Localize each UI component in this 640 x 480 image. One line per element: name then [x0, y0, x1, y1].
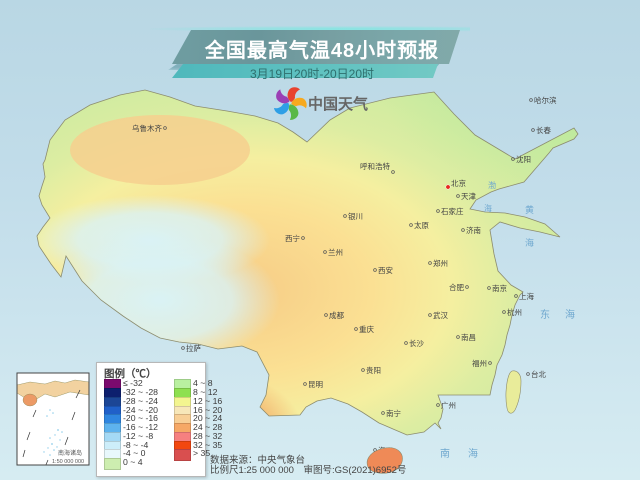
svg-text:南海诸岛: 南海诸岛	[58, 449, 82, 457]
svg-text:南京: 南京	[492, 283, 507, 293]
svg-text:重庆: 重庆	[359, 324, 374, 334]
svg-text:贵阳: 贵阳	[366, 365, 381, 375]
svg-text:南昌: 南昌	[461, 332, 476, 342]
svg-text:天津: 天津	[461, 192, 476, 201]
svg-text:海: 海	[468, 447, 478, 460]
svg-text:广州: 广州	[441, 400, 456, 410]
svg-text:郑州: 郑州	[433, 258, 448, 268]
svg-text:中国天气: 中国天气	[308, 95, 368, 113]
svg-text:济南: 济南	[466, 225, 481, 235]
svg-text:银川: 银川	[348, 212, 363, 221]
svg-text:太原: 太原	[414, 220, 429, 230]
svg-text:海: 海	[565, 308, 575, 321]
svg-text:海: 海	[525, 237, 534, 248]
svg-text:福州: 福州	[472, 359, 487, 368]
svg-text:南宁: 南宁	[386, 408, 401, 418]
svg-text:石家庄: 石家庄	[441, 206, 464, 216]
svg-text:北京: 北京	[451, 178, 466, 188]
svg-text:合肥: 合肥	[449, 282, 464, 292]
svg-text:呼和浩特: 呼和浩特	[360, 161, 390, 171]
svg-text:拉萨: 拉萨	[186, 343, 201, 353]
svg-text:南: 南	[440, 447, 450, 460]
svg-text:东: 东	[540, 308, 550, 321]
svg-text:乌鲁木齐: 乌鲁木齐	[132, 123, 162, 133]
svg-text:武汉: 武汉	[433, 310, 448, 320]
svg-text:长春: 长春	[536, 125, 551, 135]
svg-text:沈阳: 沈阳	[516, 154, 531, 164]
svg-text:西安: 西安	[378, 265, 393, 275]
svg-text:昆明: 昆明	[308, 380, 323, 389]
svg-text:1:50 000 000: 1:50 000 000	[52, 459, 84, 465]
svg-text:海: 海	[484, 203, 492, 213]
svg-text:成都: 成都	[329, 310, 344, 320]
svg-text:台北: 台北	[531, 369, 546, 379]
svg-text:西宁: 西宁	[285, 233, 300, 243]
svg-text:杭州: 杭州	[507, 307, 522, 317]
svg-text:渤: 渤	[488, 180, 496, 190]
svg-text:上海: 上海	[519, 291, 534, 301]
svg-text:兰州: 兰州	[328, 247, 343, 257]
svg-text:黄: 黄	[525, 204, 534, 215]
svg-text:长沙: 长沙	[409, 338, 424, 348]
svg-text:哈尔滨: 哈尔滨	[534, 95, 557, 105]
